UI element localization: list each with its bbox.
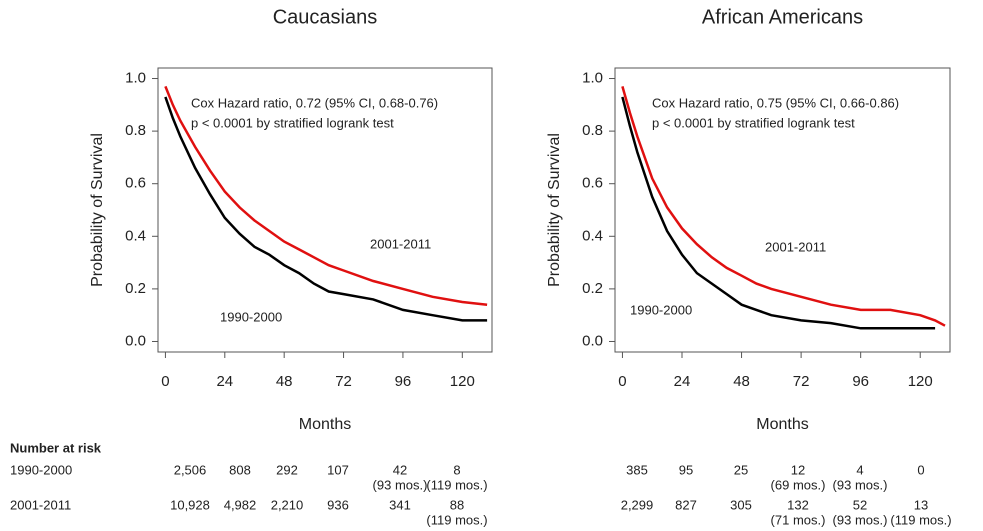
risk-count: 2,210 xyxy=(271,497,304,512)
plot-frame xyxy=(157,67,493,353)
risk-count: 107 xyxy=(327,462,349,477)
risk-count: 13 xyxy=(914,497,928,512)
plot-frame xyxy=(614,67,951,353)
y-tick-label: 0.8 xyxy=(125,122,146,139)
y-tick-label: 0.4 xyxy=(582,227,603,244)
risk-count: 305 xyxy=(730,497,752,512)
risk-count: 4 xyxy=(856,462,863,477)
risk-note: (71 mos.) xyxy=(771,512,826,527)
risk-count: 132 xyxy=(787,497,809,512)
risk-note: (119 mos.) xyxy=(426,512,487,527)
risk-count: 42 xyxy=(393,462,407,477)
y-axis-label: Probability of Survival xyxy=(546,133,563,287)
annotation: Cox Hazard ratio, 0.72 (95% CI, 0.68-0.7… xyxy=(191,95,438,110)
x-tick-label: 24 xyxy=(216,373,233,390)
risk-table-title: Number at risk xyxy=(10,440,102,455)
x-tick-label: 24 xyxy=(674,373,691,390)
risk-count: 52 xyxy=(853,497,867,512)
y-tick-label: 1.0 xyxy=(125,69,146,86)
survival-curve xyxy=(164,85,488,306)
y-tick-label: 0.0 xyxy=(125,332,146,349)
risk-count: 25 xyxy=(734,462,748,477)
risk-row-label: 1990-2000 xyxy=(10,462,72,477)
y-tick-label: 0.8 xyxy=(582,122,603,139)
risk-note: (93 mos.) xyxy=(833,512,888,527)
risk-count: 936 xyxy=(327,497,349,512)
annotation: Cox Hazard ratio, 0.75 (95% CI, 0.66-0.8… xyxy=(652,95,899,110)
y-axis-label: Probability of Survival xyxy=(89,133,106,287)
x-tick-label: 48 xyxy=(733,373,750,390)
x-tick-label: 96 xyxy=(395,373,412,390)
y-tick-label: 1.0 xyxy=(582,69,603,86)
risk-count: 4,982 xyxy=(224,497,257,512)
x-tick-label: 96 xyxy=(852,373,869,390)
chart-title: Caucasians xyxy=(273,6,378,28)
risk-count: 10,928 xyxy=(170,497,210,512)
risk-count: 8 xyxy=(453,462,460,477)
x-tick-label: 72 xyxy=(793,373,810,390)
risk-count: 808 xyxy=(229,462,251,477)
series-label: 1990-2000 xyxy=(630,302,692,317)
annotation: p < 0.0001 by stratified logrank test xyxy=(191,115,394,130)
risk-count: 292 xyxy=(276,462,298,477)
risk-count: 2,299 xyxy=(621,497,654,512)
series-label: 1990-2000 xyxy=(220,309,282,324)
risk-note: (69 mos.) xyxy=(771,477,826,492)
x-tick-label: 120 xyxy=(450,373,475,390)
risk-count: 0 xyxy=(917,462,924,477)
risk-note: (119 mos.) xyxy=(890,512,951,527)
y-tick-label: 0.0 xyxy=(582,332,603,349)
x-tick-label: 0 xyxy=(161,373,169,390)
x-axis-label: Months xyxy=(756,416,808,433)
y-tick-label: 0.4 xyxy=(125,227,146,244)
risk-count: 88 xyxy=(450,497,464,512)
x-tick-label: 72 xyxy=(335,373,352,390)
risk-count: 341 xyxy=(389,497,411,512)
risk-row-label: 2001-2011 xyxy=(10,497,71,512)
y-tick-label: 0.6 xyxy=(125,175,146,192)
series-label: 2001-2011 xyxy=(765,239,826,254)
series-label: 2001-2011 xyxy=(370,236,431,251)
risk-note: (119 mos.) xyxy=(426,477,487,492)
survival-curve xyxy=(621,86,946,327)
risk-count: 12 xyxy=(791,462,805,477)
y-tick-label: 0.6 xyxy=(582,175,603,192)
risk-note: (93 mos.) xyxy=(373,477,428,492)
risk-note: (93 mos.) xyxy=(833,477,888,492)
survival-curve xyxy=(164,96,488,322)
risk-count: 827 xyxy=(675,497,697,512)
x-tick-label: 48 xyxy=(276,373,293,390)
y-tick-label: 0.2 xyxy=(582,280,603,297)
survival-curve xyxy=(621,96,936,330)
chart-title: African Americans xyxy=(702,6,863,28)
x-tick-label: 0 xyxy=(618,373,626,390)
annotation: p < 0.0001 by stratified logrank test xyxy=(652,115,855,130)
risk-count: 2,506 xyxy=(174,462,207,477)
x-tick-label: 120 xyxy=(908,373,933,390)
y-tick-label: 0.2 xyxy=(125,280,146,297)
risk-count: 95 xyxy=(679,462,693,477)
x-axis-label: Months xyxy=(299,416,351,433)
risk-count: 385 xyxy=(626,462,648,477)
